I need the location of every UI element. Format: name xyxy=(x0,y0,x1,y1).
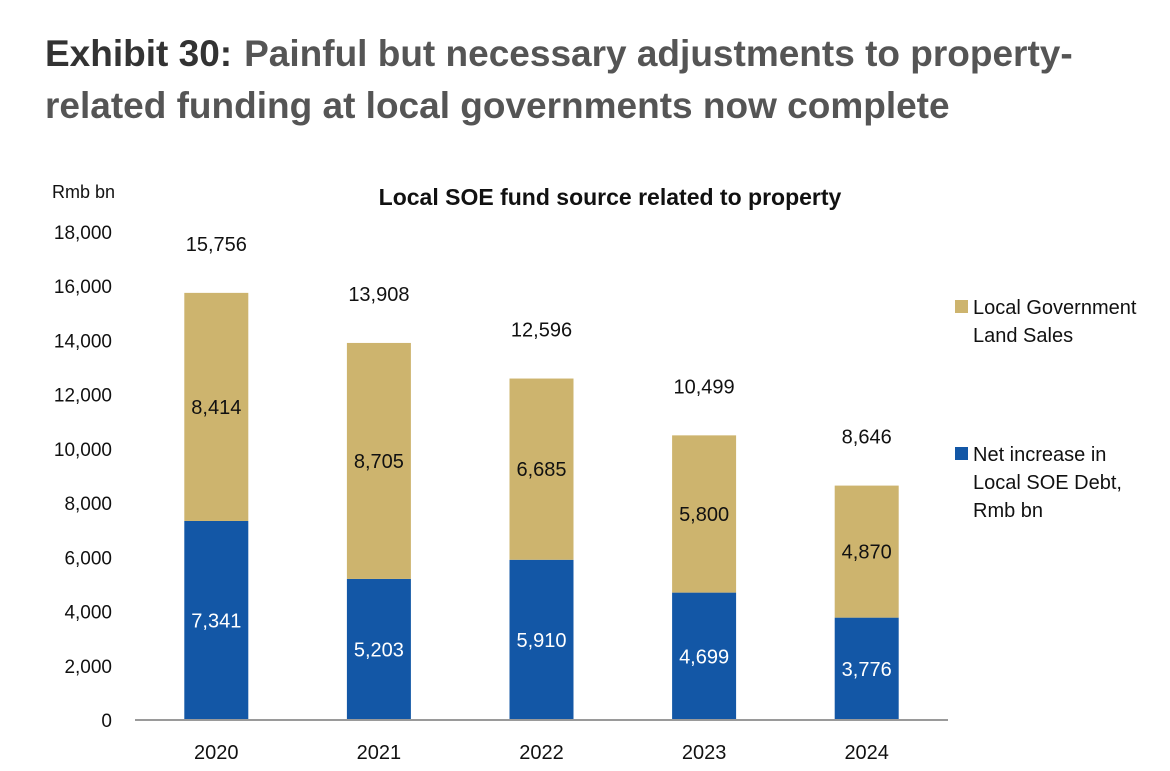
debt-value-label-2023: 4,699 xyxy=(679,646,729,668)
y-tick-label: 14,000 xyxy=(54,331,112,352)
x-tick-label-2024: 2024 xyxy=(844,742,889,764)
total-label-2024: 8,646 xyxy=(842,427,892,449)
total-label-2022: 12,596 xyxy=(511,320,572,342)
bar-debt-2022 xyxy=(509,559,574,720)
debt-value-label-2022: 5,910 xyxy=(516,630,566,652)
y-tick-label: 0 xyxy=(101,711,112,732)
land-sales-value-label-2021: 8,705 xyxy=(354,451,404,473)
legend-swatch-land-sales xyxy=(955,300,968,313)
x-tick-label-2020: 2020 xyxy=(194,742,239,764)
y-tick-label: 8,000 xyxy=(64,494,112,515)
bar-land-sales-2020 xyxy=(184,292,249,521)
x-tick-label-2023: 2023 xyxy=(682,742,727,764)
land-sales-value-label-2023: 5,800 xyxy=(679,504,729,526)
legend-label: Local SOE Debt, xyxy=(973,472,1122,494)
bars-group: 7,341 8,414 15,756 5,203 8,705 13,908 5,910 6,6… xyxy=(184,234,899,720)
bar-debt-2020 xyxy=(184,520,249,720)
exhibit-title-text: Painful but necessary adjustments to pro… xyxy=(45,33,1073,126)
x-tick-label-2022: 2022 xyxy=(519,742,564,764)
legend-label: Local Government xyxy=(973,297,1137,319)
legend-label: Rmb bn xyxy=(973,500,1043,522)
bar-land-sales-2023 xyxy=(672,435,737,593)
legend: Local Government Land Sales Net increase i… xyxy=(955,297,1137,522)
land-sales-value-label-2024: 4,870 xyxy=(842,542,892,564)
total-label-2023: 10,499 xyxy=(674,376,735,398)
debt-value-label-2020: 7,341 xyxy=(191,610,241,632)
debt-value-label-2021: 5,203 xyxy=(354,639,404,661)
chart-title: Local SOE fund source related to propert… xyxy=(379,184,842,210)
land-sales-value-label-2020: 8,414 xyxy=(191,397,241,419)
bar-debt-2023 xyxy=(672,592,737,720)
bar-land-sales-2021 xyxy=(346,342,411,579)
bar-debt-2024 xyxy=(834,617,899,720)
exhibit-label: Exhibit 30: xyxy=(45,33,233,74)
exhibit-title: Exhibit 30: Painful but necessary adjustm… xyxy=(45,28,1125,132)
bar-land-sales-2024 xyxy=(834,485,899,618)
total-label-2021: 13,908 xyxy=(348,284,409,306)
legend-label: Net increase in xyxy=(973,444,1106,466)
land-sales-value-label-2022: 6,685 xyxy=(516,459,566,481)
bar-debt-2021 xyxy=(346,578,411,720)
y-tick-label: 2,000 xyxy=(64,657,112,678)
y-tick-label: 12,000 xyxy=(54,386,112,407)
legend-swatch-debt xyxy=(955,447,968,460)
total-label-2020: 15,756 xyxy=(186,234,247,256)
y-tick-label: 6,000 xyxy=(64,548,112,569)
debt-value-label-2024: 3,776 xyxy=(842,659,892,681)
x-tick-label-2021: 2021 xyxy=(357,742,402,764)
y-tick-label: 18,000 xyxy=(54,223,112,244)
y-tick-label: 16,000 xyxy=(54,277,112,298)
x-axis-labels: 2020 2021 2022 2023 2024 xyxy=(194,742,889,764)
y-axis-unit-label: Rmb bn xyxy=(52,182,115,202)
bar-land-sales-2022 xyxy=(509,378,574,560)
y-tick-label: 10,000 xyxy=(54,440,112,461)
legend-label: Land Sales xyxy=(973,325,1073,347)
y-axis-ticks: 0 2,000 4,000 6,000 8,000 10,000 12,000 14,000 1… xyxy=(54,223,112,732)
y-tick-label: 4,000 xyxy=(64,603,112,624)
